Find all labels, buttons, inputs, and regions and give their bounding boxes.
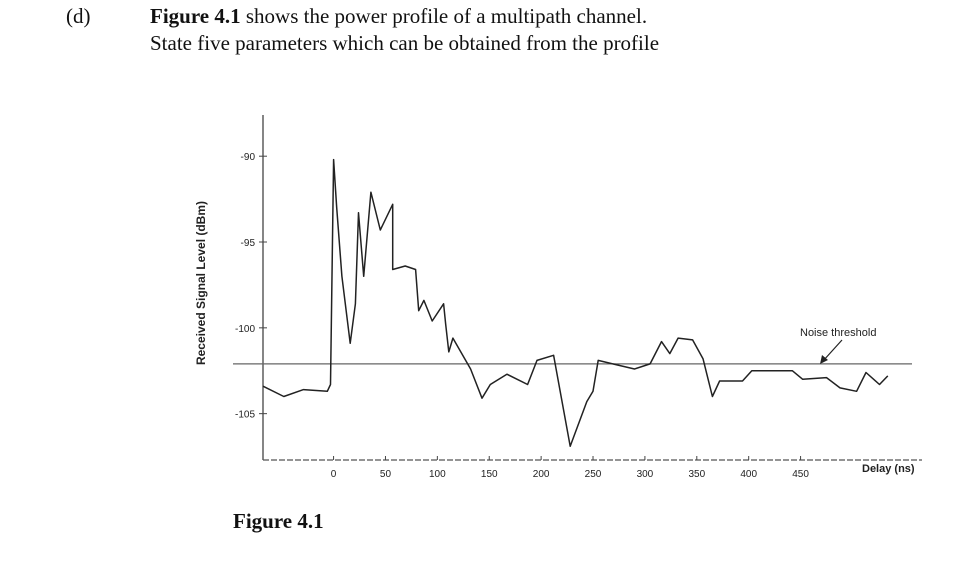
y-tick-label: -95 bbox=[241, 238, 256, 249]
x-tick-label: 450 bbox=[792, 469, 809, 480]
x-tick-label: 100 bbox=[429, 469, 446, 480]
figure-caption: Figure 4.1 bbox=[233, 509, 324, 533]
question-line-1: Figure 4.1 shows the power profile of a … bbox=[150, 4, 647, 29]
x-tick-label: 250 bbox=[585, 469, 602, 480]
figure-reference: Figure 4.1 bbox=[150, 4, 241, 28]
question-line-1-text: shows the power profile of a multipath c… bbox=[240, 4, 648, 28]
y-tick-label: -105 bbox=[235, 410, 255, 421]
noise-threshold-annotation: Noise threshold bbox=[800, 327, 876, 339]
series-line bbox=[262, 158, 889, 448]
x-tick-label: 50 bbox=[380, 469, 392, 480]
annotation-arrow bbox=[822, 339, 843, 362]
x-axis-label: Delay (ns) bbox=[862, 463, 915, 475]
question-label: (d) bbox=[66, 4, 91, 28]
x-tick-label: 200 bbox=[533, 469, 550, 480]
x-tick-label: 150 bbox=[481, 469, 498, 480]
y-tick-label: -100 bbox=[235, 324, 255, 335]
question-line-2: State five parameters which can be obtai… bbox=[150, 31, 660, 55]
x-tick-label: 300 bbox=[637, 469, 654, 480]
x-tick-label: 0 bbox=[331, 469, 337, 480]
x-tick-label: 400 bbox=[740, 469, 757, 480]
y-tick-label: -90 bbox=[241, 152, 256, 163]
x-tick-label: 350 bbox=[688, 469, 705, 480]
annotation-arrowhead bbox=[820, 355, 828, 364]
y-axis-label: Received Signal Level (dBm) bbox=[194, 201, 208, 365]
